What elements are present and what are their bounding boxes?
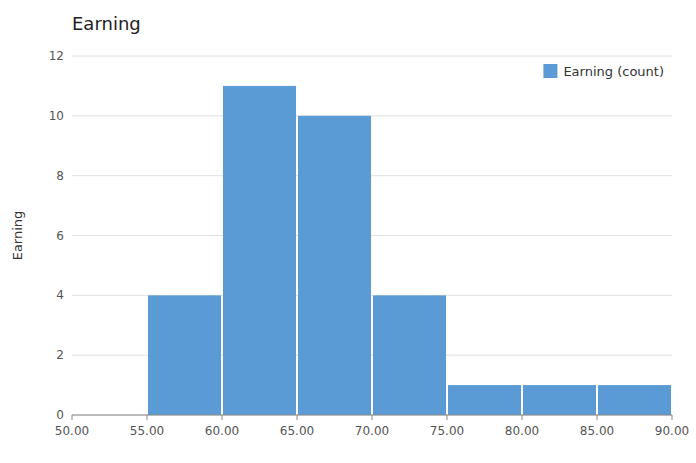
x-tick-label: 70.00 bbox=[355, 424, 389, 438]
chart-container: Earning 0 2 4 6 8 10 12 50.00 55.00 60.00 65.00 70.0… bbox=[0, 0, 696, 463]
bar bbox=[598, 385, 671, 415]
y-tick-label: 8 bbox=[56, 169, 64, 183]
bar bbox=[373, 295, 446, 415]
x-tick bbox=[147, 415, 148, 420]
x-tick-label: 85.00 bbox=[580, 424, 614, 438]
x-tick-label: 65.00 bbox=[280, 424, 314, 438]
x-tick-label: 90.00 bbox=[655, 424, 689, 438]
y-tick-label: 6 bbox=[56, 229, 64, 243]
y-tick-label: 0 bbox=[56, 408, 64, 422]
bars bbox=[148, 86, 671, 415]
x-tick bbox=[597, 415, 598, 420]
legend-swatch bbox=[543, 64, 557, 78]
grid-line bbox=[72, 56, 672, 57]
x-tick bbox=[522, 415, 523, 420]
x-tick bbox=[297, 415, 298, 420]
grid-line bbox=[72, 235, 672, 236]
bar bbox=[148, 295, 221, 415]
y-tick-label: 4 bbox=[56, 288, 64, 302]
x-tick bbox=[72, 415, 73, 420]
x-tick bbox=[372, 415, 373, 420]
bar bbox=[448, 385, 521, 415]
bar bbox=[523, 385, 596, 415]
x-tick bbox=[447, 415, 448, 420]
legend: Earning (count) bbox=[543, 64, 664, 79]
y-tick-label: 2 bbox=[56, 348, 64, 362]
x-tick bbox=[672, 415, 673, 420]
x-tick-label: 50.00 bbox=[55, 424, 89, 438]
title: Earning bbox=[72, 13, 141, 34]
x-tick-label: 55.00 bbox=[130, 424, 164, 438]
grid-line bbox=[72, 115, 672, 116]
grid-line bbox=[72, 175, 672, 176]
y-tick-label: 12 bbox=[49, 49, 64, 63]
x-tick-label: 80.00 bbox=[505, 424, 539, 438]
y-tick-label: 10 bbox=[49, 109, 64, 123]
bar bbox=[223, 86, 296, 415]
chart: Earning 0 2 4 6 8 10 12 50.00 55.00 60.00 65.00 70.0… bbox=[0, 0, 696, 463]
bar bbox=[298, 116, 371, 415]
legend-label: Earning (count) bbox=[563, 64, 664, 79]
x-tick-label: 75.00 bbox=[430, 424, 464, 438]
y-grid bbox=[72, 56, 672, 415]
x-tick bbox=[222, 415, 223, 420]
y-axis-label: Earning bbox=[10, 211, 25, 261]
x-tick-label: 60.00 bbox=[205, 424, 239, 438]
